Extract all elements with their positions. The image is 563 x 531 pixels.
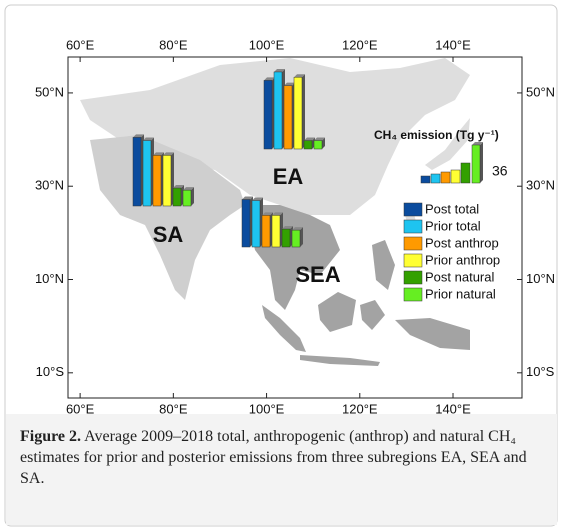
x-tick-label: 80°E [159,37,188,52]
island [372,240,395,290]
y-tick-label: 10°S [526,364,555,379]
bar [172,187,182,207]
scale-bar-decor [450,169,461,184]
x-tick-label: 100°E [249,401,285,416]
bar-top [242,196,253,200]
y-tick-label: 10°N [526,271,555,286]
bar [303,140,313,150]
bar-top [294,74,305,78]
bar [152,155,162,207]
x-tick-label: 120°E [342,401,378,416]
bar-top [262,212,273,216]
bar [261,215,271,248]
bar [471,144,481,184]
bar [291,229,301,248]
legend-label: Prior anthrop [425,252,500,267]
island [395,318,470,350]
bar-side [191,187,194,206]
region-label: SA [153,222,184,247]
bar-top [153,152,164,156]
legend-label: Prior total [425,218,481,233]
bar-top [282,226,293,230]
south-asia [90,135,245,300]
bar-top [314,137,325,141]
bar [283,85,293,150]
bar [293,76,303,150]
island [318,292,356,332]
legend-swatch [403,270,423,285]
legend-swatch [403,287,423,302]
scale-bar-decor [460,162,471,184]
legend-label: Prior natural [425,286,496,301]
bar-top [183,187,194,191]
caption-text: Average 2009–2018 total, anthropogenic (… [20,428,527,487]
x-tick-label: 140°E [435,401,471,416]
map-frame [67,56,523,399]
legend-swatch [403,236,423,251]
x-tick-label: 60°E [66,37,95,52]
x-tick-label: 80°E [159,401,188,416]
bar [162,155,172,207]
bar [241,199,251,248]
bar [263,80,273,150]
bar-side [302,74,305,149]
caption: Figure 2. Average 2009–2018 total, anthr… [6,414,557,525]
scale-decoration [420,162,471,184]
legend-swatch [403,219,423,234]
bar-top [304,137,315,141]
region-label: EA [273,164,304,189]
island [262,305,306,352]
bar [271,215,281,248]
legend-swatch [403,202,423,217]
bar-top [274,68,285,72]
bar-top [143,137,154,141]
legend-label: Post anthrop [425,235,499,250]
scale-bar-decor [430,173,441,184]
bar [182,189,192,207]
scale-bar-decor [420,175,431,184]
y-tick-label: 30°N [526,178,555,193]
bar-top [133,134,144,138]
legend-title: CH₄ emission (Tg y⁻¹) [374,128,499,142]
island [425,118,470,170]
region-label: SEA [295,262,340,287]
bar-side [480,142,483,183]
y-tick-label: 50°N [35,84,64,99]
bar-top [173,185,184,189]
bar [132,137,142,207]
legend-swatch [403,253,423,268]
bar-top [264,77,275,81]
x-tick-label: 60°E [66,401,95,416]
caption-label: Figure 2. [20,428,82,445]
x-tick-label: 140°E [435,37,471,52]
bar [281,228,291,248]
x-tick-label: 100°E [249,37,285,52]
scale-bar-decor [440,171,451,184]
y-tick-label: 30°N [35,178,64,193]
bar-top [284,82,295,86]
legend-label: Post natural [425,269,494,284]
legend-label: Post total [425,201,479,216]
island [360,300,385,330]
bar-side [300,227,303,247]
x-tick-label: 120°E [342,37,378,52]
bar [273,71,283,150]
bar-top [163,152,174,156]
y-tick-label: 10°S [36,364,65,379]
y-tick-label: 50°N [526,84,555,99]
bar [251,200,261,248]
bar [313,140,323,150]
bar [142,140,152,207]
y-tick-label: 10°N [35,271,64,286]
bar-top [252,197,263,201]
bar-top [292,227,303,231]
bar-top [472,142,483,145]
bar-side [322,137,325,149]
bar-top [272,212,283,216]
scale-label: 36 [492,163,508,179]
island [300,355,380,366]
